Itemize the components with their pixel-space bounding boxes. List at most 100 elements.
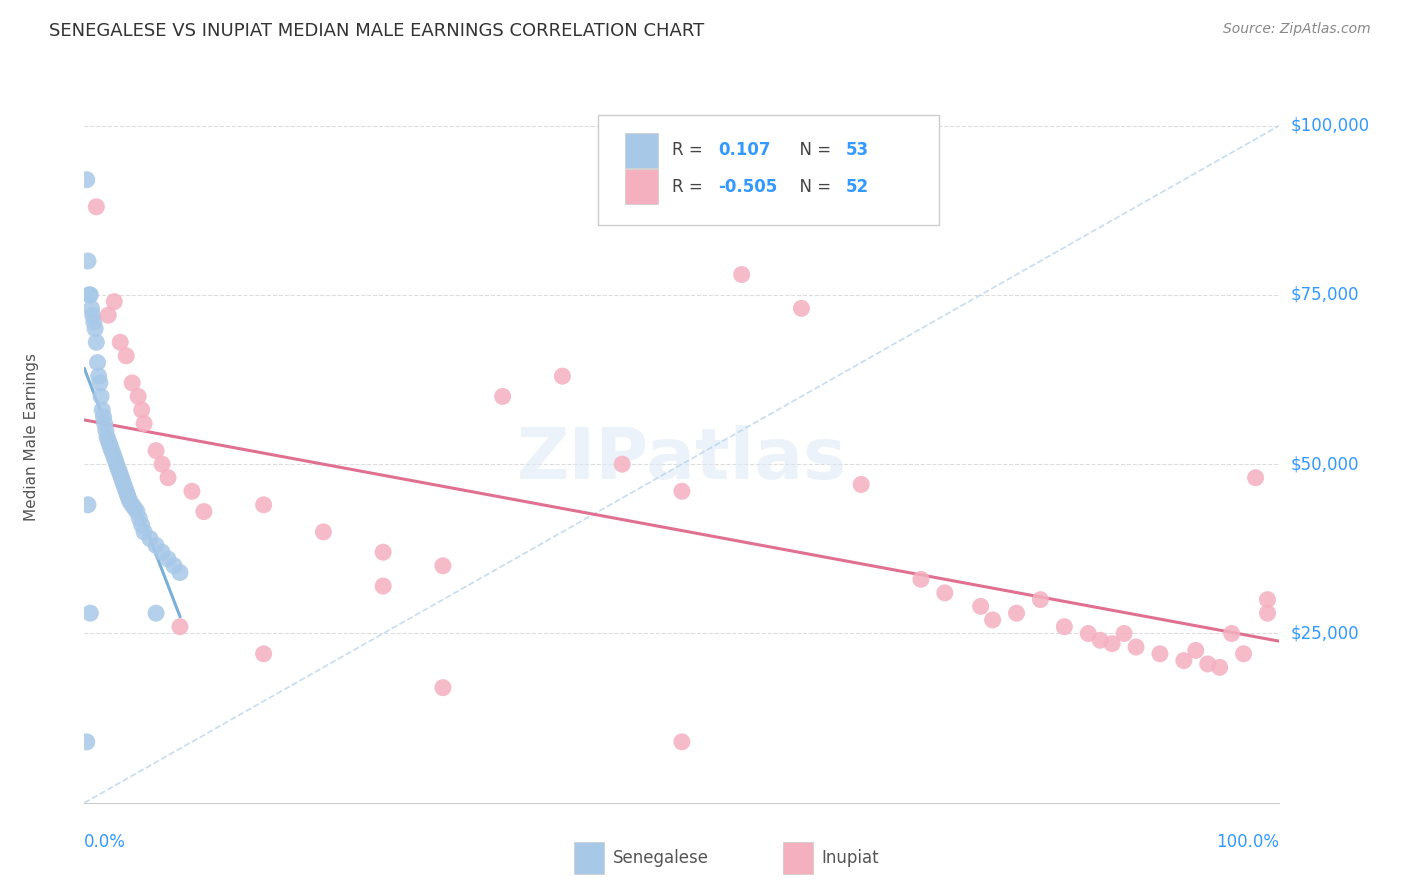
Point <box>1149 647 1171 661</box>
Bar <box>624 133 658 168</box>
Point <box>90 389 112 403</box>
Point <box>84 322 107 336</box>
Point <box>934 586 956 600</box>
Point <box>253 498 276 512</box>
Point <box>671 484 693 499</box>
Point <box>145 443 167 458</box>
Point <box>93 409 115 424</box>
Text: $100,000: $100,000 <box>1291 117 1369 135</box>
Point <box>124 501 146 516</box>
Point <box>131 518 153 533</box>
Point <box>671 735 693 749</box>
Point <box>731 268 754 282</box>
Bar <box>624 169 658 204</box>
Point <box>82 308 104 322</box>
Point <box>89 376 111 390</box>
Point <box>103 294 125 309</box>
Point <box>139 532 162 546</box>
Point <box>91 403 114 417</box>
Text: SENEGALESE VS INUPIAT MEDIAN MALE EARNINGS CORRELATION CHART: SENEGALESE VS INUPIAT MEDIAN MALE EARNIN… <box>49 22 704 40</box>
Point <box>1053 620 1076 634</box>
Point <box>193 505 215 519</box>
Text: Inupiat: Inupiat <box>821 848 879 867</box>
Point <box>790 301 813 316</box>
Point <box>96 430 118 444</box>
Text: Senegalese: Senegalese <box>613 848 709 867</box>
Point <box>80 301 103 316</box>
Point <box>373 545 395 559</box>
Point <box>115 349 138 363</box>
Bar <box>575 841 605 874</box>
Point <box>101 443 124 458</box>
Point <box>312 524 335 539</box>
Point <box>117 488 139 502</box>
Text: Median Male Earnings: Median Male Earnings <box>24 353 39 521</box>
Point <box>1233 647 1256 661</box>
Point <box>157 471 180 485</box>
Point <box>432 558 454 573</box>
Point <box>86 200 108 214</box>
Point <box>103 450 125 465</box>
Point <box>1220 626 1243 640</box>
Point <box>1125 640 1147 654</box>
Point <box>79 606 101 620</box>
Text: Source: ZipAtlas.com: Source: ZipAtlas.com <box>1223 22 1371 37</box>
Point <box>910 572 932 586</box>
Text: $75,000: $75,000 <box>1291 285 1360 304</box>
Point <box>117 491 139 505</box>
Point <box>127 389 149 403</box>
Point <box>1209 660 1232 674</box>
Point <box>105 457 128 471</box>
Point <box>128 511 150 525</box>
Text: N =: N = <box>790 141 837 160</box>
Point <box>132 524 156 539</box>
Point <box>97 308 120 322</box>
Point <box>145 606 167 620</box>
Point <box>181 484 204 499</box>
Text: -0.505: -0.505 <box>718 178 778 196</box>
Point <box>100 440 122 454</box>
Point <box>1185 643 1208 657</box>
Point <box>76 172 98 186</box>
Point <box>253 647 276 661</box>
Text: $50,000: $50,000 <box>1291 455 1360 473</box>
Point <box>1173 654 1195 668</box>
Point <box>612 457 634 471</box>
Point <box>77 288 100 302</box>
FancyBboxPatch shape <box>599 115 939 225</box>
Text: R =: R = <box>672 178 709 196</box>
Point <box>851 477 873 491</box>
Point <box>157 552 180 566</box>
Point <box>1114 626 1136 640</box>
Point <box>104 454 127 468</box>
Point <box>1005 606 1028 620</box>
Point <box>492 389 515 403</box>
Point <box>112 477 135 491</box>
Point <box>77 254 100 268</box>
Point <box>145 538 167 552</box>
Point <box>551 369 574 384</box>
Point <box>111 474 134 488</box>
Point <box>1197 657 1219 671</box>
Point <box>108 464 131 478</box>
Bar <box>783 841 814 874</box>
Point <box>1257 606 1279 620</box>
Text: R =: R = <box>672 141 709 160</box>
Point <box>118 494 141 508</box>
Point <box>114 481 136 495</box>
Text: 100.0%: 100.0% <box>1216 833 1279 851</box>
Text: ZIPatlas: ZIPatlas <box>517 425 846 493</box>
Point <box>981 613 1004 627</box>
Point <box>169 566 191 580</box>
Point <box>1244 471 1267 485</box>
Point <box>131 403 153 417</box>
Point <box>86 335 108 350</box>
Point <box>970 599 993 614</box>
Point <box>1077 626 1099 640</box>
Point <box>76 735 98 749</box>
Point <box>132 417 156 431</box>
Point <box>163 558 186 573</box>
Point <box>373 579 395 593</box>
Point <box>110 467 132 482</box>
Point <box>1029 592 1052 607</box>
